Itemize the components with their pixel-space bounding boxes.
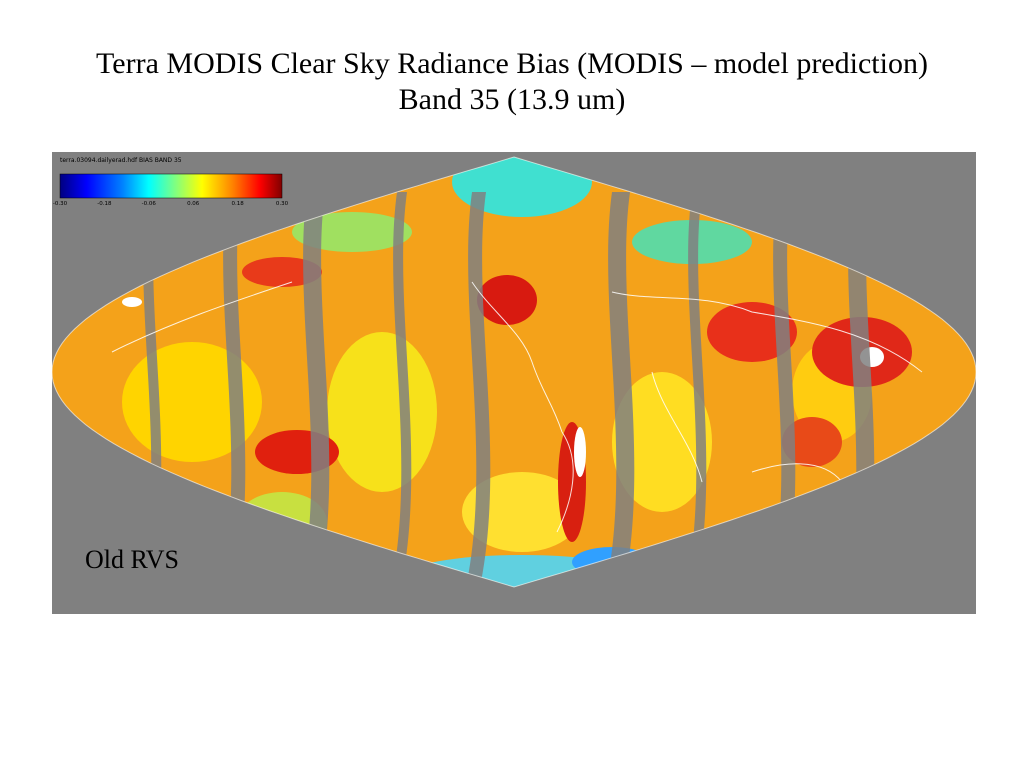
orbit-gap (222, 192, 246, 582)
title-line-1: Terra MODIS Clear Sky Radiance Bias (MOD… (96, 47, 928, 80)
map-annotation: Old RVS (85, 545, 179, 574)
orbit-gap (772, 192, 796, 582)
coastline (556, 431, 574, 533)
bias-patch (477, 275, 537, 325)
bias-patch (782, 417, 842, 467)
colorbar: terra.03094.dailyerad.hdf BIAS BAND 35 -… (53, 157, 289, 207)
bias-patch (327, 332, 437, 492)
globe-outline (52, 156, 976, 588)
coastline (111, 281, 293, 353)
colorbar-tick-label: -0.30 (53, 201, 68, 207)
orbit-gap (607, 192, 635, 582)
radiance-bias-map: terra.03094.dailyerad.hdf BIAS BAND 35 -… (52, 152, 976, 614)
colorbar-tick-label: -0.18 (97, 201, 112, 207)
coastline (651, 371, 703, 483)
title-line-2: Band 35 (13.9 um) (398, 83, 626, 116)
colorbar-tick-label: 0.06 (187, 201, 200, 207)
coastline (611, 291, 923, 373)
slide-title: Terra MODIS Clear Sky Radiance Bias (MOD… (0, 46, 1024, 118)
file-label: terra.03094.dailyerad.hdf BIAS BAND 35 (60, 157, 182, 164)
coastline (471, 281, 563, 433)
colorbar-gradient (59, 173, 283, 199)
colorbar-ticks: -0.30 -0.18 -0.06 0.06 0.18 0.30 (53, 201, 289, 207)
orbit-gap (467, 192, 491, 582)
colorbar-tick-label: 0.30 (276, 201, 289, 207)
bias-patch (612, 372, 712, 512)
coastline (751, 463, 843, 483)
map-canvas: terra.03094.dailyerad.hdf BIAS BAND 35 -… (52, 152, 976, 614)
orbit-gap (302, 192, 330, 582)
colorbar-tick-label: 0.18 (231, 201, 244, 207)
orbit-gap (687, 192, 707, 582)
bias-patch (462, 472, 582, 552)
coastlines (111, 281, 923, 533)
colorbar-tick-label: -0.06 (142, 201, 157, 207)
bias-patch (574, 427, 586, 477)
orbit-gap (392, 192, 412, 582)
bias-patch (242, 257, 322, 287)
bias-patch (122, 297, 142, 307)
bias-patch (707, 302, 797, 362)
